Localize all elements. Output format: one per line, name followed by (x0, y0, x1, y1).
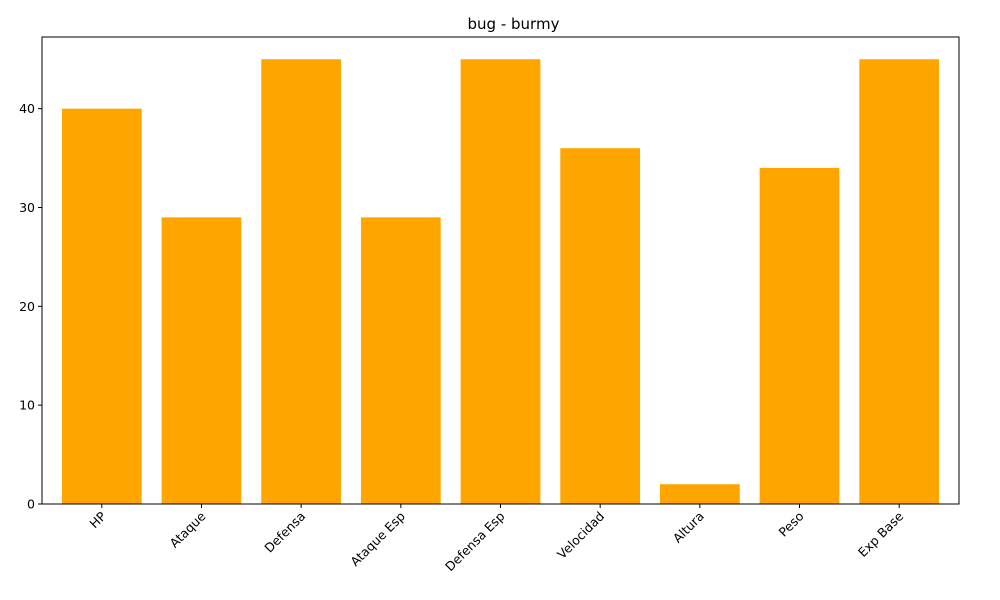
y-tick-label: 40 (19, 101, 35, 116)
x-tick-label: Velocidad (554, 509, 607, 562)
y-tick-label: 10 (19, 398, 35, 413)
bar-exp-base (859, 59, 940, 505)
chart-title: bug - burmy (468, 15, 560, 33)
bar-ataque (161, 217, 242, 504)
bar-hp (61, 108, 142, 504)
x-tick-label: Defensa (261, 509, 308, 556)
y-tick-label: 30 (19, 200, 35, 215)
x-tick-label: Peso (776, 509, 807, 540)
bar-defensa-esp (460, 59, 541, 505)
bars-layer (61, 59, 940, 505)
x-tick-label: HP (86, 508, 109, 531)
y-tick-label: 20 (19, 299, 35, 314)
bar-altura (659, 484, 740, 504)
bar-velocidad (560, 148, 641, 504)
x-axis: HP Ataque Defensa Ataque Esp Defensa Esp Velo… (86, 504, 907, 574)
y-axis: 0 10 20 30 40 (19, 101, 42, 512)
x-tick-label: Ataque Esp (347, 508, 408, 569)
x-tick-label: Ataque (167, 508, 209, 550)
x-tick-label: Exp Base (855, 508, 907, 560)
x-tick-label: Altura (670, 509, 707, 546)
bar-defensa (261, 59, 342, 505)
bar-peso (759, 167, 840, 504)
bar-ataque-esp (360, 217, 441, 504)
x-tick-label: Defensa Esp (442, 508, 508, 574)
y-tick-label: 0 (27, 497, 35, 512)
plot-frame (41, 36, 960, 505)
